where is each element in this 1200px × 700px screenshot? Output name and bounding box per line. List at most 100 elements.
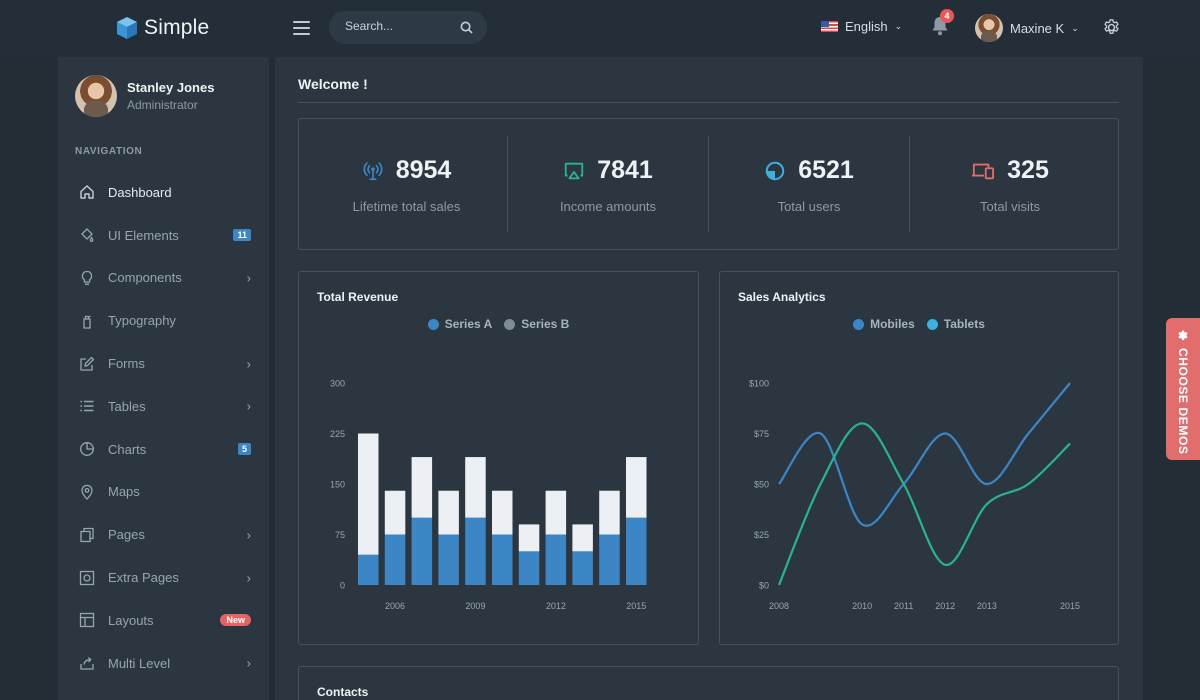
sidebar-item-label: Layouts xyxy=(108,612,154,628)
sidebar-item-maps[interactable]: Maps xyxy=(58,471,269,514)
stat-income-amounts: 7841 Income amounts xyxy=(507,136,708,232)
copy-icon xyxy=(79,527,95,543)
sidebar-item-label: Tables xyxy=(108,398,146,414)
list-icon xyxy=(79,398,95,414)
sidebar-profile[interactable]: Stanley Jones Administrator xyxy=(75,75,214,117)
app-logo[interactable]: Simple xyxy=(116,15,209,41)
sidebar-item-label: Components xyxy=(108,270,182,286)
pie-chart-icon xyxy=(79,441,95,457)
y-tick-label: $0 xyxy=(759,581,769,591)
us-flag-icon xyxy=(821,21,838,32)
stats-card: 8954 Lifetime total sales 7841 Income am… xyxy=(298,118,1119,250)
search-icon[interactable] xyxy=(460,21,473,34)
page-title: Welcome ! xyxy=(298,76,368,92)
bar-segment xyxy=(438,490,459,535)
sidebar-item-charts[interactable]: Charts 5 xyxy=(58,428,269,471)
x-tick-label: 2015 xyxy=(1060,601,1080,611)
bar-segment xyxy=(465,517,486,585)
avatar xyxy=(75,75,117,117)
choose-demos-label: CHOOSE DEMOS xyxy=(1176,348,1190,455)
contacts-title: Contacts xyxy=(317,685,369,699)
pie-icon xyxy=(765,161,785,180)
legend-dot xyxy=(926,318,938,330)
y-tick-label: $75 xyxy=(754,429,769,439)
nav-heading: NAVIGATION xyxy=(75,146,143,157)
sidebar-item-label: Charts xyxy=(108,441,147,457)
y-tick-label: 150 xyxy=(330,480,345,490)
legend-item[interactable]: Series B xyxy=(504,317,569,331)
stat-label: Income amounts xyxy=(559,199,657,214)
chevron-right-icon: › xyxy=(246,570,251,586)
menu-toggle-icon[interactable] xyxy=(293,21,310,35)
legend-label: Series A xyxy=(444,317,493,331)
nav-list: Dashboard UI Elements 11 Components › Ty… xyxy=(58,171,269,685)
stat-label: Lifetime total sales xyxy=(352,199,461,214)
chart-title: Sales Analytics xyxy=(738,290,826,304)
stat-label: Total visits xyxy=(980,199,1040,214)
gear-icon[interactable] xyxy=(1103,19,1120,36)
lightbulb-icon xyxy=(79,270,95,286)
x-tick-label: 2011 xyxy=(894,601,913,611)
search-input[interactable] xyxy=(345,19,455,33)
sidebar-item-label: Pages xyxy=(108,527,145,543)
bar-segment xyxy=(518,524,540,552)
stat-value: 6521 xyxy=(798,156,854,184)
legend-label: Mobiles xyxy=(870,317,915,331)
target-icon xyxy=(79,570,95,586)
series-line xyxy=(778,382,1071,527)
sidebar-item-typography[interactable]: Typography xyxy=(58,299,269,342)
avatar xyxy=(975,14,1003,42)
y-tick-label: $25 xyxy=(754,530,769,540)
chevron-down-icon: ⌄ xyxy=(894,21,903,31)
legend-dot xyxy=(853,318,865,330)
x-tick-label: 2012 xyxy=(935,601,955,611)
sidebar-item-label: UI Elements xyxy=(108,227,179,243)
sidebar-item-components[interactable]: Components › xyxy=(58,257,269,300)
user-name: Maxine K xyxy=(1010,20,1065,36)
x-tick-label: 2006 xyxy=(385,601,405,611)
legend-item[interactable]: Mobiles xyxy=(853,317,915,331)
sidebar-item-ui-elements[interactable]: UI Elements 11 xyxy=(58,214,269,257)
layout-icon xyxy=(79,612,95,628)
chevron-right-icon: › xyxy=(246,655,251,671)
sidebar-item-extra-pages[interactable]: Extra Pages › xyxy=(58,556,269,599)
sidebar-item-forms[interactable]: Forms › xyxy=(58,342,269,385)
stat-total-visits: 325 Total visits xyxy=(909,136,1110,232)
legend-dot xyxy=(427,318,439,330)
y-tick-label: 225 xyxy=(330,429,345,439)
legend-item[interactable]: Series A xyxy=(427,317,493,331)
paint-bucket-icon xyxy=(79,227,95,243)
user-menu[interactable]: Maxine K ⌄ xyxy=(975,14,1079,42)
top-bar: Simple English ⌄ 4 Maxine K ⌄ xyxy=(0,0,1200,57)
sidebar-item-layouts[interactable]: Layouts New xyxy=(58,599,269,642)
bar-segment xyxy=(384,534,406,585)
sidebar-item-dashboard[interactable]: Dashboard xyxy=(58,171,269,214)
home-icon xyxy=(79,184,95,200)
sidebar-item-label: Maps xyxy=(108,484,140,500)
chevron-right-icon: › xyxy=(246,356,251,372)
bar-segment xyxy=(572,551,593,585)
sidebar-item-tables[interactable]: Tables › xyxy=(58,385,269,428)
profile-role: Administrator xyxy=(127,98,198,112)
chevron-right-icon: › xyxy=(246,270,251,286)
legend-item[interactable]: Tablets xyxy=(926,317,985,331)
x-tick-label: 2010 xyxy=(852,601,872,611)
choose-demos-tab[interactable]: CHOOSE DEMOS xyxy=(1166,318,1200,460)
sidebar-item-multi-level[interactable]: Multi Level › xyxy=(58,642,269,685)
sidebar: Stanley Jones Administrator NAVIGATION D… xyxy=(58,57,269,700)
bar-segment xyxy=(626,457,647,518)
legend-dot xyxy=(504,318,516,330)
spray-icon xyxy=(79,313,95,329)
sales-line-chart: $0 $25 $50 $75 $100 2008 2010 2011 2012 2013 2015 xyxy=(749,379,1080,612)
divider xyxy=(298,102,1119,103)
sidebar-item-pages[interactable]: Pages › xyxy=(58,513,269,556)
bar-segment xyxy=(492,490,513,535)
edit-icon xyxy=(79,356,95,372)
bar-segment xyxy=(545,490,567,535)
bar-segment xyxy=(545,534,567,585)
count-badge: 5 xyxy=(237,443,251,456)
sidebar-item-label: Forms xyxy=(108,356,145,372)
bar-segment xyxy=(599,534,620,585)
language-selector[interactable]: English ⌄ xyxy=(821,19,902,34)
stat-label: Total users xyxy=(777,199,841,214)
